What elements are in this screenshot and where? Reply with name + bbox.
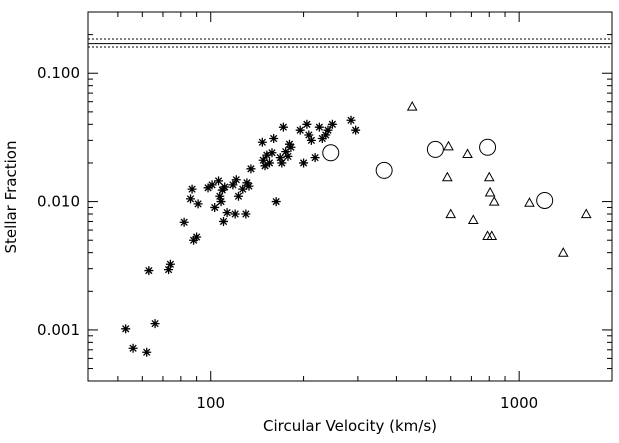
asterisk-point	[310, 153, 320, 163]
asterisk-point	[164, 265, 174, 275]
y-tick-label: 0.001	[37, 321, 80, 339]
asterisk-point	[267, 148, 277, 158]
asterisk-point	[271, 197, 281, 207]
triangle-point	[488, 196, 500, 206]
asterisk-point	[228, 180, 238, 190]
asterisk-point	[231, 175, 241, 185]
asterisk-point	[165, 259, 175, 269]
data-points	[121, 101, 592, 357]
asterisk-point	[210, 202, 220, 212]
reference-lines	[88, 38, 612, 48]
asterisk-point	[207, 180, 217, 190]
asterisk-point	[121, 324, 131, 334]
y-tick-label: 0.010	[37, 193, 80, 211]
asterisk-point	[238, 184, 248, 194]
triangle-point	[557, 247, 569, 257]
circle-point	[479, 138, 497, 156]
triangle-point	[483, 171, 495, 182]
asterisk-point	[246, 164, 256, 174]
triangle-point	[406, 101, 418, 111]
x-tick-label: 1000	[500, 394, 538, 412]
circle-point	[322, 144, 340, 162]
asterisk-point	[278, 122, 288, 132]
asterisk-point	[220, 182, 230, 192]
asterisk-point	[215, 191, 225, 201]
asterisk-point	[241, 209, 251, 219]
asterisk-point	[314, 122, 324, 132]
asterisk-point	[286, 142, 296, 152]
asterisk-point	[214, 176, 224, 186]
asterisk-point	[264, 158, 274, 168]
asterisk-point	[299, 158, 309, 168]
plot-frame	[87, 11, 613, 382]
asterisk-point	[203, 183, 213, 193]
asterisk-point	[346, 115, 356, 125]
asterisk-point	[295, 125, 305, 135]
asterisk-point	[192, 232, 202, 242]
asterisk-point	[242, 178, 252, 188]
asterisk-point	[277, 158, 287, 168]
asterisk-point	[233, 191, 243, 201]
asterisk-point	[321, 130, 331, 140]
asterisk-point	[150, 319, 160, 329]
asterisk-point	[222, 208, 232, 218]
asterisk-point	[275, 153, 285, 163]
asterisk-point	[128, 343, 138, 353]
asterisk-point	[302, 119, 312, 129]
asterisk-point	[304, 130, 314, 140]
asterisk-point	[281, 147, 291, 157]
asterisk-point	[317, 134, 327, 144]
circle-point	[536, 191, 554, 209]
triangle-point	[443, 140, 454, 151]
asterisk-point	[260, 161, 270, 171]
asterisk-point	[219, 216, 228, 226]
triangle-point	[467, 214, 479, 224]
triangle-point	[486, 230, 498, 241]
asterisk-point	[327, 119, 337, 129]
asterisk-point	[262, 150, 272, 160]
triangle-point	[441, 171, 453, 182]
asterisk-point	[186, 194, 196, 204]
asterisk-point	[216, 197, 226, 207]
triangle-point	[445, 208, 457, 219]
asterisk-point	[323, 125, 333, 135]
x-tick-label: 100	[196, 394, 225, 412]
asterisk-point	[193, 199, 203, 209]
asterisk-point	[187, 184, 197, 194]
triangle-point	[580, 208, 592, 219]
x-axis-label: Circular Velocity (km/s)	[263, 417, 437, 435]
tick-labels: 100 1000 0.001 0.010 0.100	[37, 64, 538, 412]
asterisk-point	[244, 181, 254, 191]
triangle-point	[484, 186, 496, 197]
circle-point	[375, 161, 393, 179]
y-axis-label: Stellar Fraction	[2, 141, 20, 254]
triangle-point	[462, 148, 473, 159]
axis-ticks	[87, 12, 613, 382]
triangle-point	[524, 197, 535, 207]
asterisk-point	[179, 217, 189, 227]
asterisk-point	[258, 155, 268, 165]
asterisk-point	[351, 125, 361, 135]
circle-point	[426, 140, 444, 158]
asterisk-point	[142, 347, 152, 357]
asterisk-point	[257, 137, 267, 147]
asterisk-point	[144, 266, 154, 276]
asterisk-point	[269, 134, 279, 144]
asterisk-point	[230, 209, 240, 219]
asterisk-point	[306, 135, 316, 145]
y-tick-label: 0.100	[37, 64, 80, 82]
asterisk-point	[284, 139, 294, 149]
asterisk-point	[283, 151, 293, 161]
